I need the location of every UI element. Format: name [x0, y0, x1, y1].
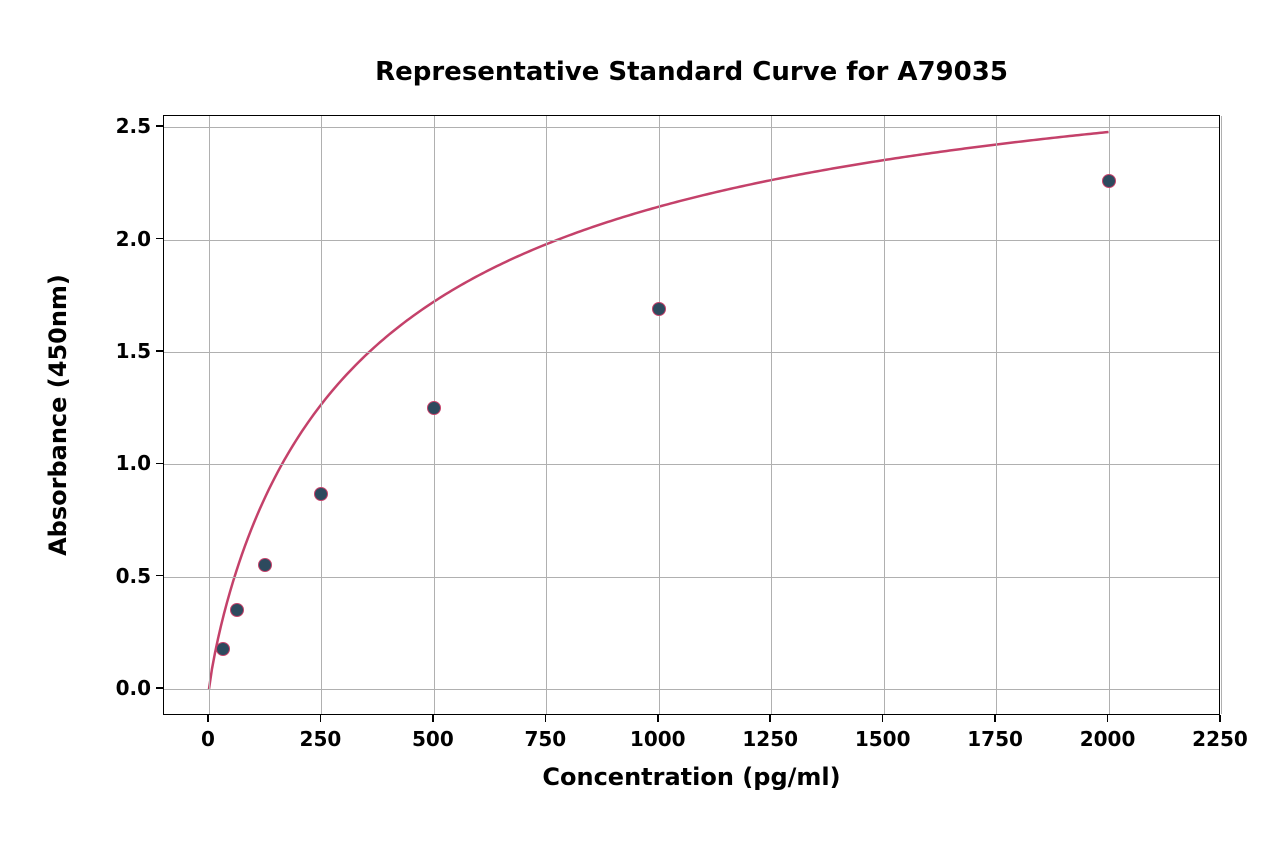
x-tick	[432, 715, 434, 722]
x-tick	[769, 715, 771, 722]
data-point	[216, 642, 230, 656]
data-point	[1102, 174, 1116, 188]
gridline-vertical	[546, 116, 547, 714]
x-tick	[1107, 715, 1109, 722]
y-axis-label: Absorbance (450nm)	[44, 274, 72, 556]
x-tick	[994, 715, 996, 722]
x-tick-label: 1500	[855, 727, 911, 751]
gridline-vertical	[659, 116, 660, 714]
y-tick-label: 2.5	[116, 114, 151, 138]
data-point	[652, 302, 666, 316]
y-tick-label: 2.0	[116, 227, 151, 251]
y-tick	[156, 238, 163, 240]
y-tick	[156, 463, 163, 465]
y-tick-label: 1.5	[116, 339, 151, 363]
x-tick-label: 0	[201, 727, 215, 751]
y-tick	[156, 687, 163, 689]
x-tick	[657, 715, 659, 722]
y-tick-label: 0.5	[116, 564, 151, 588]
data-point	[230, 603, 244, 617]
gridline-horizontal	[164, 352, 1219, 353]
x-axis-label: Concentration (pg/ml)	[542, 763, 840, 791]
gridline-vertical	[996, 116, 997, 714]
x-tick	[207, 715, 209, 722]
x-tick-label: 250	[300, 727, 342, 751]
x-tick-label: 2250	[1192, 727, 1248, 751]
x-tick-label: 500	[412, 727, 454, 751]
x-tick	[545, 715, 547, 722]
x-tick-label: 1000	[630, 727, 686, 751]
x-tick-label: 750	[524, 727, 566, 751]
gridline-horizontal	[164, 577, 1219, 578]
x-tick	[320, 715, 322, 722]
y-tick	[156, 575, 163, 577]
gridline-vertical	[1221, 116, 1222, 714]
x-tick	[882, 715, 884, 722]
gridline-vertical	[321, 116, 322, 714]
x-tick-label: 1250	[742, 727, 798, 751]
x-tick	[1219, 715, 1221, 722]
gridline-horizontal	[164, 464, 1219, 465]
y-tick-label: 0.0	[116, 676, 151, 700]
gridline-vertical	[884, 116, 885, 714]
figure: Representative Standard Curve for A79035…	[0, 0, 1280, 845]
gridline-vertical	[209, 116, 210, 714]
gridline-horizontal	[164, 127, 1219, 128]
chart-title: Representative Standard Curve for A79035	[375, 57, 1008, 87]
data-point	[427, 401, 441, 415]
y-tick	[156, 350, 163, 352]
data-point	[258, 558, 272, 572]
x-tick-label: 2000	[1080, 727, 1136, 751]
y-tick	[156, 125, 163, 127]
x-tick-label: 1750	[967, 727, 1023, 751]
data-point	[314, 487, 328, 501]
y-tick-label: 1.0	[116, 451, 151, 475]
gridline-horizontal	[164, 689, 1219, 690]
gridline-horizontal	[164, 240, 1219, 241]
gridline-vertical	[1109, 116, 1110, 714]
gridline-vertical	[771, 116, 772, 714]
plot-area	[163, 115, 1220, 715]
